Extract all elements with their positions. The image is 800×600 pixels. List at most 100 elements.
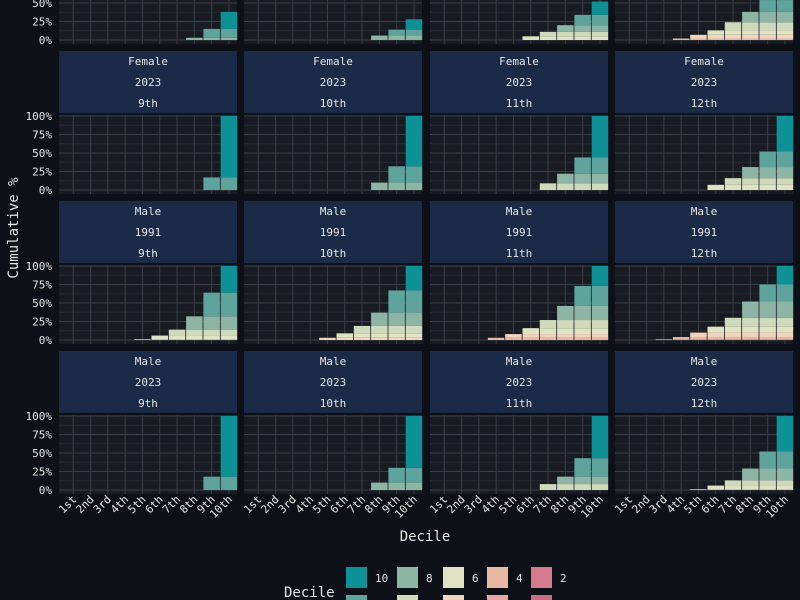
facet-label-grade: 10th: [320, 247, 347, 260]
legend-title: Decile: [284, 585, 335, 600]
bar-segment: [672, 339, 690, 340]
facet-label-year: 2023: [691, 76, 718, 89]
bar-segment: [539, 328, 557, 335]
bar-segment: [203, 329, 220, 336]
bar-segment: [672, 337, 690, 340]
y-tick-label: 0%: [39, 184, 53, 197]
facet-strip: [430, 201, 608, 263]
facet-label-sex: Male: [691, 355, 718, 368]
bar-segment: [220, 266, 238, 293]
bar-segment: [405, 266, 423, 291]
bar-segment: [690, 38, 707, 40]
bar-segment: [759, 184, 776, 190]
bar-segment: [591, 305, 609, 321]
bar-segment: [539, 36, 557, 40]
legend-label: 8: [426, 572, 433, 585]
bar-segment: [776, 22, 794, 31]
legend-swatch: [531, 567, 552, 588]
bar-segment: [220, 292, 238, 317]
bar-segment: [203, 28, 220, 38]
bar-segment: [776, 178, 794, 185]
bar-segment: [388, 325, 405, 334]
y-tick-label: 75%: [32, 129, 52, 142]
bar-segment: [405, 290, 423, 313]
legend-swatch: [346, 567, 367, 588]
bar-segment: [557, 305, 574, 321]
bar-segment: [405, 166, 423, 183]
bar-segment: [776, 451, 794, 469]
bar-segment: [505, 334, 522, 338]
bar-segment: [742, 339, 759, 340]
bar-segment: [724, 485, 742, 490]
bar-segment: [759, 301, 776, 318]
legend-label: 10: [375, 572, 388, 585]
facet-strip: [615, 51, 793, 113]
facet-strip: [59, 51, 237, 113]
bar-segment: [759, 178, 776, 185]
bar-segment: [371, 182, 388, 190]
bar-segment: [707, 326, 724, 333]
bar-segment: [557, 328, 574, 335]
bar-segment: [742, 480, 759, 486]
facet-label-sex: Female: [128, 55, 168, 68]
bar-segment: [655, 339, 673, 340]
bar-segment: [742, 326, 759, 333]
bar-segment: [776, 184, 794, 190]
bar-segment: [776, 151, 794, 168]
facet-label-sex: Male: [320, 355, 347, 368]
y-tick-label: 100%: [26, 110, 53, 123]
bar-segment: [388, 337, 405, 340]
bar-segment: [574, 337, 591, 340]
facet-label-year: 2023: [691, 376, 718, 389]
legend-swatch: [397, 567, 418, 588]
bar-segment: [742, 22, 759, 31]
bar-segment: [539, 31, 557, 37]
bar-segment: [539, 183, 557, 190]
bar-segment: [405, 467, 423, 483]
bar-segment: [742, 489, 759, 490]
facet-label-year: 1991: [135, 226, 162, 239]
facet-label-sex: Female: [313, 55, 353, 68]
bar-segment: [591, 1, 609, 15]
legend-swatch: [443, 595, 464, 600]
bar-segment: [522, 334, 539, 338]
bar-segment: [336, 333, 353, 338]
bar-segment: [591, 36, 609, 40]
facet-label-sex: Female: [684, 55, 724, 68]
bar-segment: [220, 37, 238, 40]
bar-segment: [557, 36, 574, 40]
bar-segment: [557, 476, 574, 485]
bar-segment: [724, 184, 742, 190]
bar-segment: [388, 35, 405, 40]
bar-segment: [759, 485, 776, 490]
facet-strip: [59, 351, 237, 413]
bar-segment: [591, 31, 609, 37]
bar-segment: [574, 484, 591, 490]
legend-swatch: [487, 595, 508, 600]
bar-segment: [724, 30, 742, 35]
y-tick-label: 25%: [32, 316, 52, 329]
bar-segment: [353, 325, 371, 334]
facet-label-year: 1991: [506, 226, 533, 239]
bar-segment: [388, 182, 405, 190]
bar-segment: [690, 34, 707, 39]
bar-segment: [776, 480, 794, 486]
legend-swatch: [443, 567, 464, 588]
bar-segment: [776, 485, 794, 490]
facet-strip: [244, 351, 422, 413]
bar-segment: [186, 316, 203, 330]
facet-label-year: 2023: [135, 76, 162, 89]
bar-segment: [759, 332, 776, 338]
y-tick-label: 50%: [32, 297, 52, 310]
facet-label-grade: 11th: [506, 397, 533, 410]
bar-segment: [522, 328, 539, 335]
bar-segment: [353, 333, 371, 338]
bar-segment: [405, 312, 423, 326]
bar-segment: [319, 337, 336, 340]
bar-segment: [168, 335, 186, 340]
facet-label-grade: 10th: [320, 97, 347, 110]
bar-segment: [574, 31, 591, 37]
bar-segment: [776, 284, 794, 302]
y-tick-label: 0%: [39, 484, 53, 497]
bar-segment: [557, 337, 574, 340]
